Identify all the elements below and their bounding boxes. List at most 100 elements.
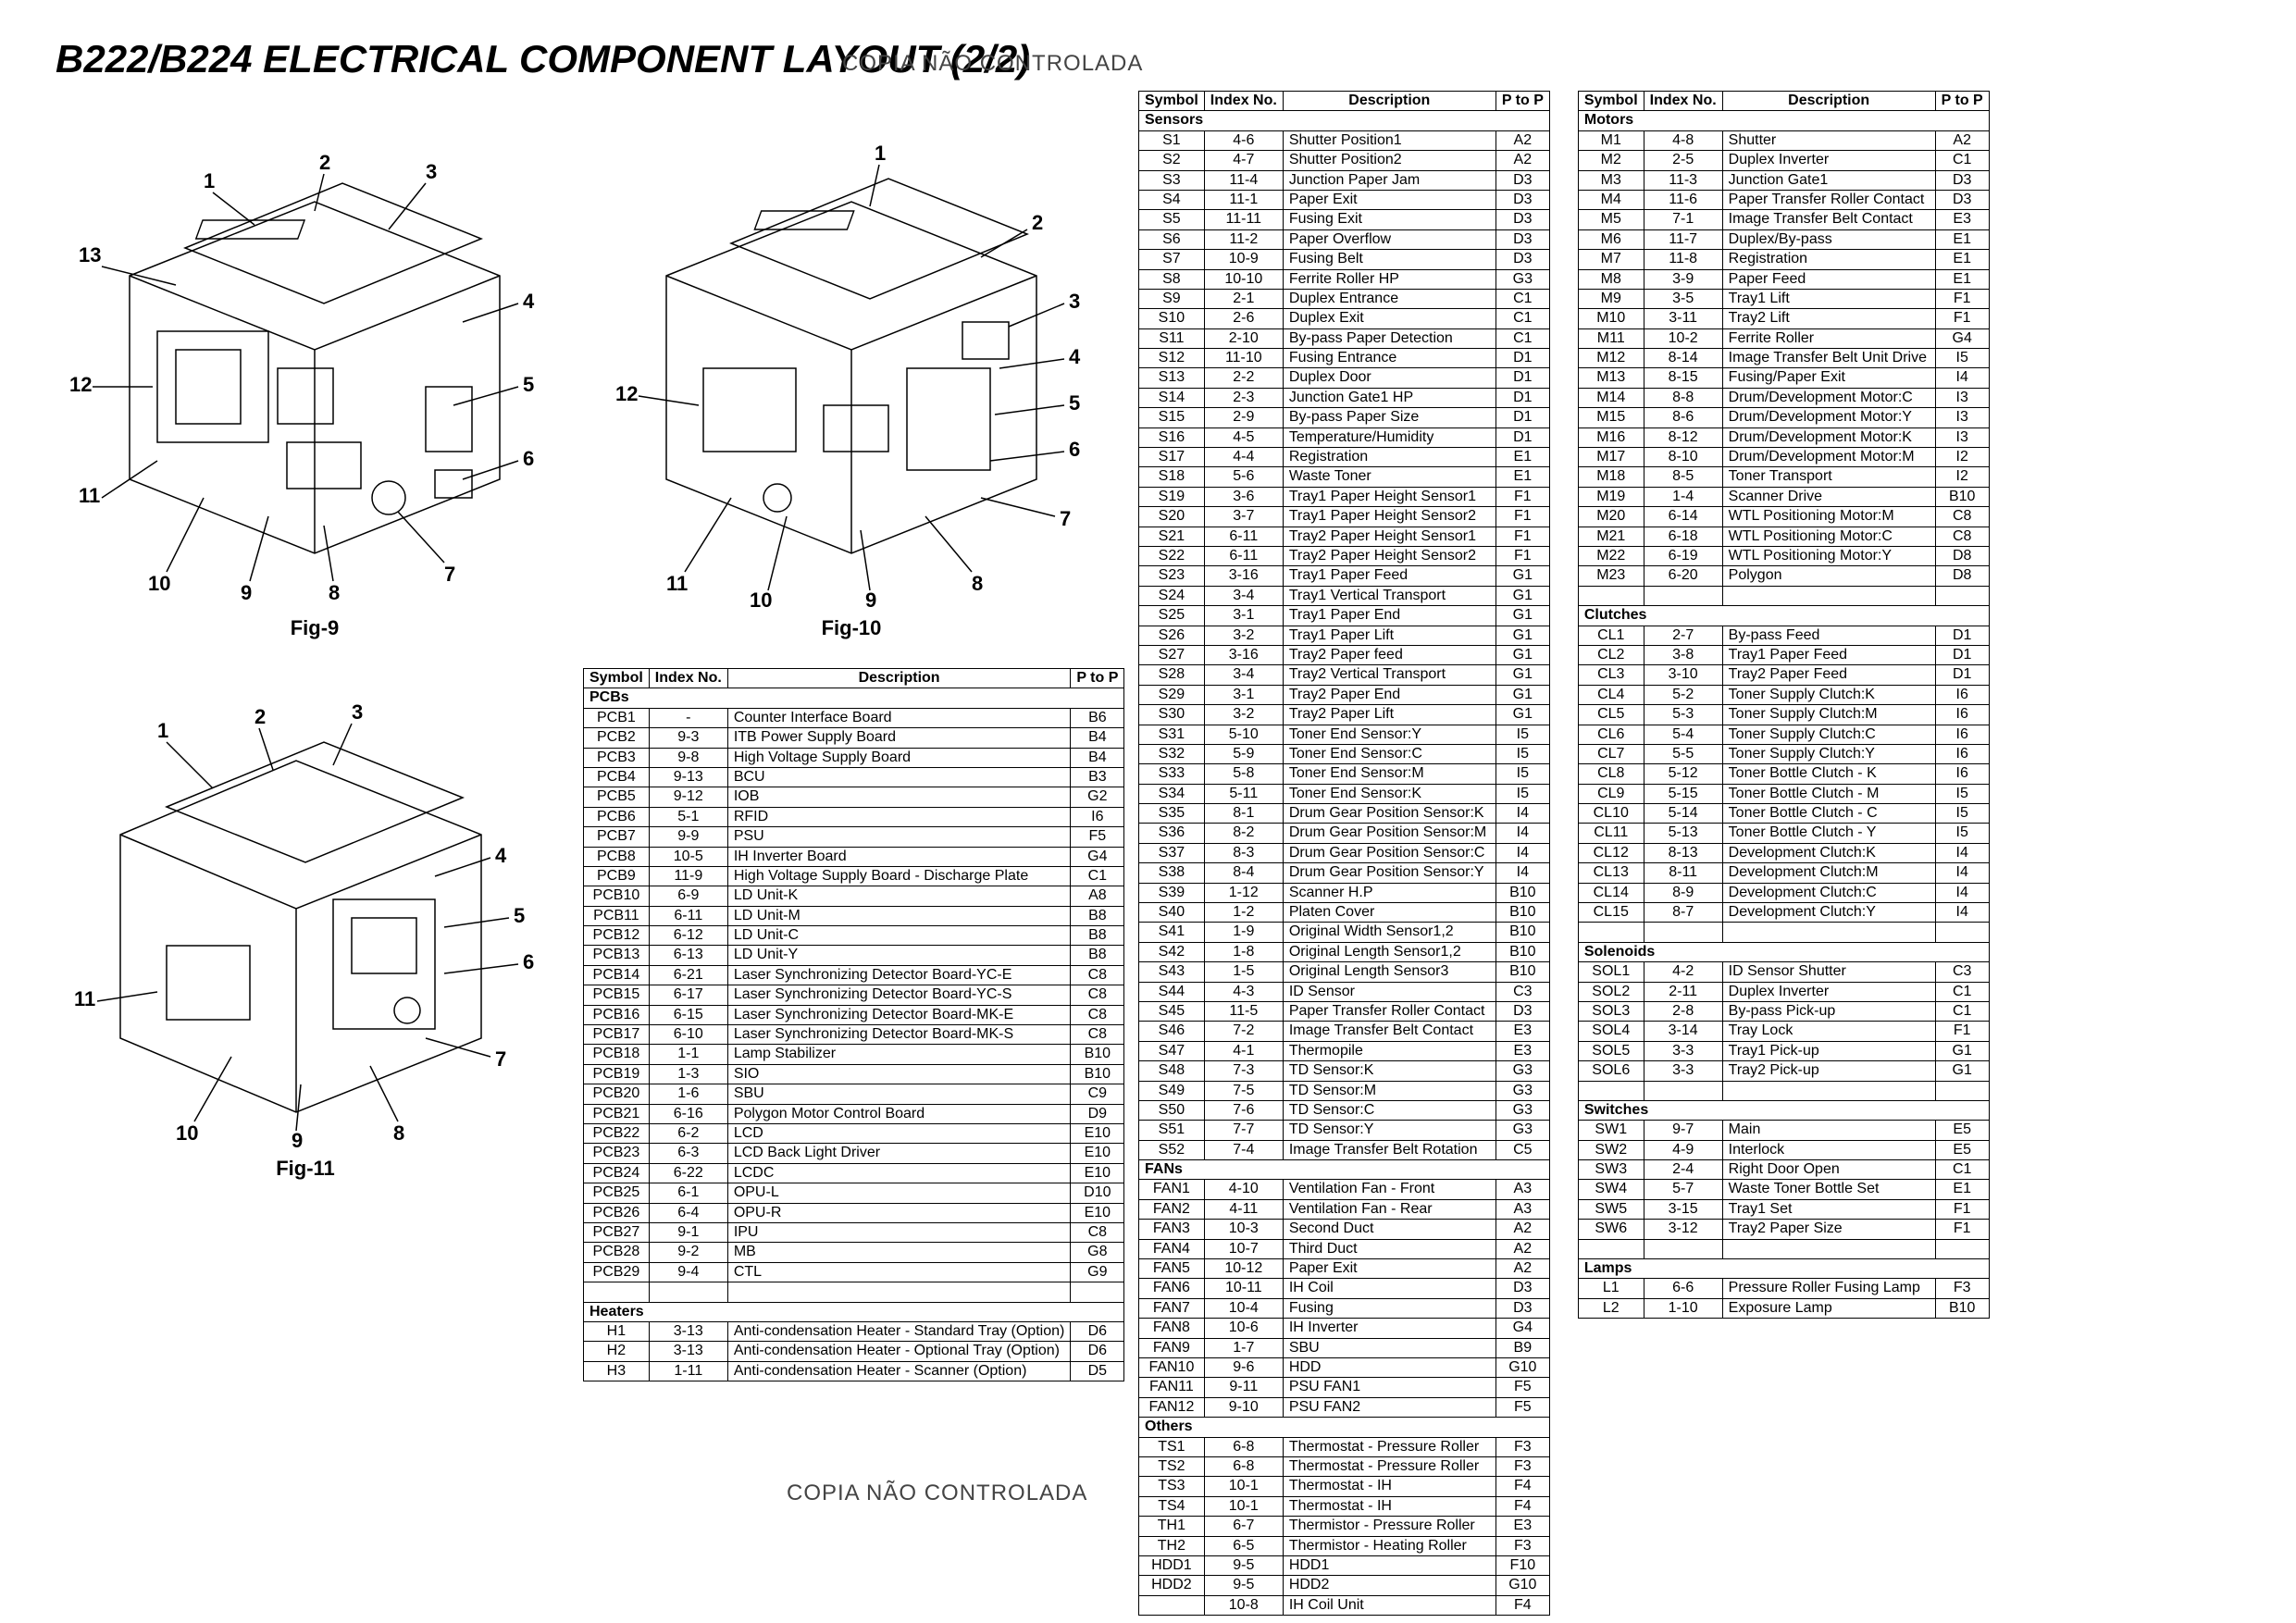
section-header: Others: [1139, 1418, 1550, 1437]
table-row: SOL14-2ID Sensor ShutterC3: [1578, 962, 1989, 982]
callout-11-5: 5: [514, 904, 525, 927]
table-row: PCB136-13LD Unit-YB8: [584, 946, 1124, 965]
callout-10-12: 12: [615, 382, 638, 405]
table-row: M611-7Duplex/By-passE1: [1578, 229, 1989, 249]
callout-9-2: 2: [319, 151, 330, 174]
callout-9-4: 4: [523, 290, 535, 313]
callout-10-11: 11: [666, 572, 688, 595]
table-row: CL115-13Toner Bottle Clutch - YI5: [1578, 824, 1989, 843]
table-row: S226-11Tray2 Paper Height Sensor2F1: [1139, 546, 1550, 565]
table-row: FAN91-7SBUB9: [1139, 1338, 1550, 1357]
table-row: S283-4Tray2 Vertical TransportG1: [1139, 665, 1550, 685]
table-row: S467-2Image Transfer Belt ContactE3: [1139, 1022, 1550, 1041]
table-row: M22-5Duplex InverterC1: [1578, 151, 1989, 170]
table-row: PCB176-10Laser Synchronizing Detector Bo…: [584, 1025, 1124, 1045]
table-row: S345-11Toner End Sensor:KI5: [1139, 784, 1550, 803]
table-row: PCB279-1IPUC8: [584, 1222, 1124, 1242]
table-row: FAN24-11Ventilation Fan - RearA3: [1139, 1199, 1550, 1219]
figure-9: 1 2 3 4 5 6 7 8 9 10 11 12 13: [56, 91, 574, 640]
table-row: M311-3Junction Gate1D3: [1578, 170, 1989, 190]
table-row: S174-4RegistrationE1: [1139, 448, 1550, 467]
callout-9-5: 5: [523, 373, 534, 396]
callout-10-6: 6: [1069, 438, 1080, 461]
table-row: CL85-12Toner Bottle Clutch - KI6: [1578, 764, 1989, 784]
table-row: S710-9Fusing BeltD3: [1139, 250, 1550, 269]
table-row: FAN710-4FusingD3: [1139, 1298, 1550, 1318]
table-row: S497-5TD Sensor:MG3: [1139, 1081, 1550, 1100]
table-row: PCB126-12LD Unit-CB8: [584, 926, 1124, 946]
callout-11-6: 6: [523, 950, 534, 973]
callout-9-13: 13: [79, 243, 101, 266]
section-header: FANs: [1139, 1160, 1550, 1180]
callout-10-5: 5: [1069, 391, 1080, 415]
th-ptop: P to P: [1496, 92, 1549, 111]
table-row: FAN810-6IH InverterG4: [1139, 1319, 1550, 1338]
table-row: L16-6Pressure Roller Fusing LampF3: [1578, 1279, 1989, 1298]
callout-11-4: 4: [495, 844, 507, 867]
callout-10-10: 10: [750, 588, 772, 609]
table-row: FAN310-3Second DuctA2: [1139, 1220, 1550, 1239]
table-row: SOL22-11Duplex InverterC1: [1578, 982, 1989, 1001]
table-row: SOL32-8By-pass Pick-upC1: [1578, 1001, 1989, 1021]
table-row: S401-2Platen CoverB10: [1139, 903, 1550, 923]
table-row: PCB29-3ITB Power Supply BoardB4: [584, 728, 1124, 748]
table-row: S243-4Tray1 Vertical TransportG1: [1139, 586, 1550, 605]
callout-11-9: 9: [292, 1129, 303, 1149]
table-row: PCB59-12IOBG2: [584, 787, 1124, 807]
table-row: S411-9Original Width Sensor1,2B10: [1139, 923, 1550, 942]
table-row: CL158-7Development Clutch:YI4: [1578, 903, 1989, 923]
th-desc: Description: [1283, 92, 1496, 111]
table-row: S517-7TD Sensor:YG3: [1139, 1121, 1550, 1140]
table-row: S511-11Fusing ExitD3: [1139, 210, 1550, 229]
table-row: SW19-7MainE5: [1578, 1121, 1989, 1140]
th-desc: Description: [1722, 92, 1935, 111]
table-row: SW53-15Tray1 SetF1: [1578, 1199, 1989, 1219]
table-row: CL23-8Tray1 Paper FeedD1: [1578, 645, 1989, 664]
table-row: PCB166-15Laser Synchronizing Detector Bo…: [584, 1005, 1124, 1024]
th-index: Index No.: [1644, 92, 1722, 111]
table-row: PCB49-13BCUB3: [584, 767, 1124, 787]
table-row: S263-2Tray1 Paper LiftG1: [1139, 626, 1550, 645]
table-row: S325-9Toner End Sensor:CI5: [1139, 744, 1550, 763]
table-row: S315-10Toner End Sensor:YI5: [1139, 725, 1550, 744]
table-row: M57-1Image Transfer Belt ContactE3: [1578, 210, 1989, 229]
table-row: CL65-4Toner Supply Clutch:CI6: [1578, 725, 1989, 744]
table-row: M14-8ShutterA2: [1578, 130, 1989, 150]
section-header: Motors: [1578, 111, 1989, 130]
callout-9-12: 12: [69, 373, 92, 396]
table-row: PCB246-22LCDCE10: [584, 1163, 1124, 1183]
callout-9-9: 9: [241, 581, 252, 604]
table-row: S487-3TD Sensor:KG3: [1139, 1061, 1550, 1081]
table-row: PCB79-9PSUF5: [584, 827, 1124, 847]
table-row: M178-10Drum/Development Motor:MI2: [1578, 448, 1989, 467]
table-row: TH26-5Thermistor - Heating RollerF3: [1139, 1536, 1550, 1555]
figure-11: 1 2 3 4 5 6 7 8 9 10 11 Fig-11: [56, 668, 555, 1181]
th-ptop: P to P: [1935, 92, 1989, 111]
table-row: TS26-8Thermostat - Pressure RollerF3: [1139, 1456, 1550, 1476]
table-row: HDD19-5HDD1F10: [1139, 1555, 1550, 1575]
table-row: PCB299-4CTLG9: [584, 1262, 1124, 1282]
table-row: SOL43-14Tray LockF1: [1578, 1022, 1989, 1041]
section-header: PCBs: [584, 688, 1124, 708]
table-row: S810-10Ferrite Roller HPG3: [1139, 269, 1550, 289]
table-row: SW45-7Waste Toner Bottle SetE1: [1578, 1180, 1989, 1199]
table-row: M191-4Scanner DriveB10: [1578, 487, 1989, 506]
callout-10-1: 1: [875, 142, 886, 165]
table-row: CL138-11Development Clutch:MI4: [1578, 863, 1989, 883]
table-row: PCB216-16Polygon Motor Control BoardD9: [584, 1104, 1124, 1123]
th-symbol: Symbol: [1578, 92, 1644, 111]
table-row: S142-3Junction Gate1 HPD1: [1139, 388, 1550, 407]
table-row: M226-19WTL Positioning Motor:YD8: [1578, 546, 1989, 565]
table-row: M168-12Drum/Development Motor:KI3: [1578, 427, 1989, 447]
table-row: FAN410-7Third DuctA2: [1139, 1239, 1550, 1258]
table-row: S611-2Paper OverflowD3: [1139, 229, 1550, 249]
section-header: Sensors: [1139, 111, 1550, 130]
callout-9-11: 11: [79, 484, 100, 507]
table-row: TH16-7Thermistor - Pressure RollerE3: [1139, 1517, 1550, 1536]
section-header: Clutches: [1578, 606, 1989, 626]
section-header: Switches: [1578, 1100, 1989, 1120]
table-row: CL105-14Toner Bottle Clutch - CI5: [1578, 804, 1989, 824]
table-row: S303-2Tray2 Paper LiftG1: [1139, 705, 1550, 725]
table-pcb-heaters: Symbol Index No. Description P to P PCBs…: [583, 668, 1124, 1381]
callout-9-7: 7: [444, 563, 455, 586]
